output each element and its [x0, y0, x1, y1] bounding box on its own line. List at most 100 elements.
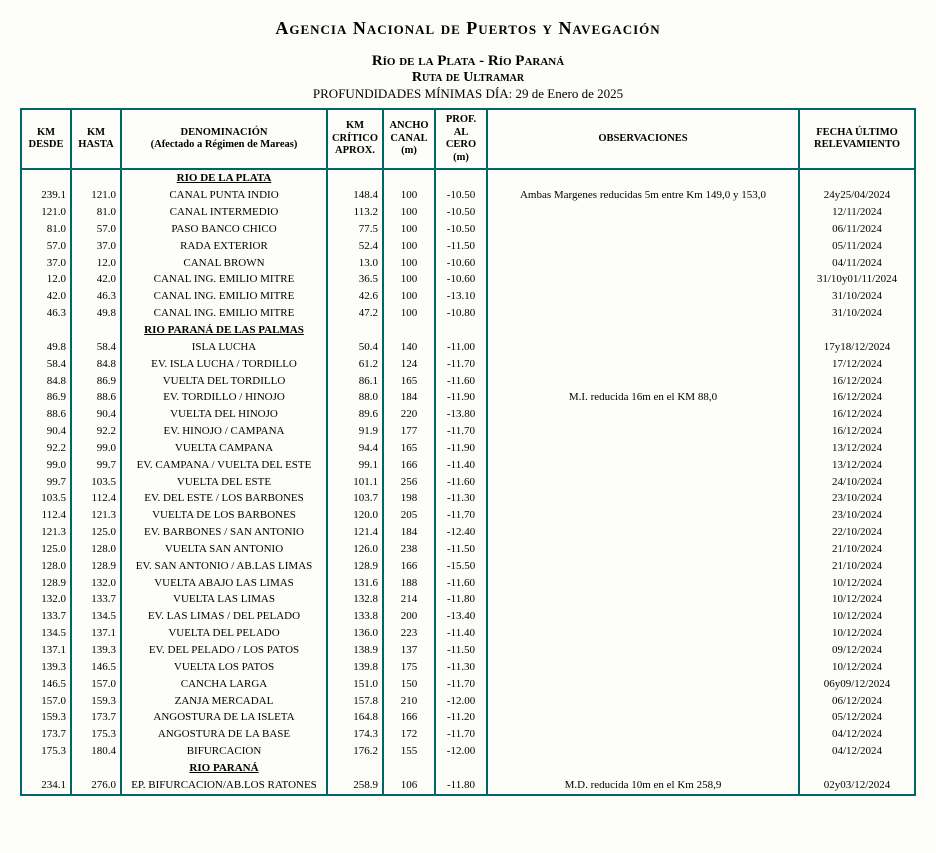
cell-km-hasta: 133.7	[71, 591, 121, 608]
cell-prof: -11.90	[435, 389, 487, 406]
cell-km-desde: 175.3	[21, 743, 71, 760]
cell-km-crit: 151.0	[327, 676, 383, 693]
cell-km-hasta: 121.0	[71, 187, 121, 204]
cell-km-hasta: 121.3	[71, 507, 121, 524]
date-line: PROFUNDIDADES MÍNIMAS DÍA: 29 de Enero d…	[20, 86, 916, 102]
cell-km-crit: 52.4	[327, 238, 383, 255]
cell-ancho: 166	[383, 558, 435, 575]
section-title: RIO PARANÁ DE LAS PALMAS	[121, 322, 327, 339]
cell-fecha: 10/12/2024	[799, 625, 915, 642]
cell-denom: EV. BARBONES / SAN ANTONIO	[121, 524, 327, 541]
cell-denom: CANAL ING. EMILIO MITRE	[121, 305, 327, 322]
cell-obs	[487, 541, 799, 558]
cell-km-hasta: 86.9	[71, 373, 121, 390]
cell-obs	[487, 693, 799, 710]
cell-km-desde: 103.5	[21, 490, 71, 507]
cell-fecha: 23/10/2024	[799, 507, 915, 524]
cell-obs	[487, 575, 799, 592]
cell-km-crit: 86.1	[327, 373, 383, 390]
cell-km-hasta: 137.1	[71, 625, 121, 642]
cell-denom: EV. CAMPANA / VUELTA DEL ESTE	[121, 457, 327, 474]
cell-obs	[487, 288, 799, 305]
cell-km-desde: 99.7	[21, 474, 71, 491]
cell-fecha: 05/11/2024	[799, 238, 915, 255]
table-row: 137.1139.3EV. DEL PELADO / LOS PATOS138.…	[21, 642, 915, 659]
cell-km-desde: 92.2	[21, 440, 71, 457]
table-row: 81.057.0PASO BANCO CHICO77.5100-10.5006/…	[21, 221, 915, 238]
table-row: 90.492.2EV. HINOJO / CAMPANA91.9177-11.7…	[21, 423, 915, 440]
cell-km-crit: 121.4	[327, 524, 383, 541]
cell-denom: EV. DEL ESTE / LOS BARBONES	[121, 490, 327, 507]
cell-km-desde: 133.7	[21, 608, 71, 625]
cell-ancho	[383, 322, 435, 339]
cell-fecha: 21/10/2024	[799, 541, 915, 558]
col-fecha: FECHA ÚLTIMORELEVAMIENTO	[799, 109, 915, 169]
table-header: KM DESDE KM HASTA DENOMINACIÓN(Afectado …	[21, 109, 915, 169]
cell-obs	[487, 339, 799, 356]
cell-obs	[487, 457, 799, 474]
cell-km-desde: 58.4	[21, 356, 71, 373]
cell-km-hasta: 173.7	[71, 709, 121, 726]
cell-obs: M.D. reducida 10m en el Km 258,9	[487, 777, 799, 795]
cell-denom: CANCHA LARGA	[121, 676, 327, 693]
cell-prof: -11.50	[435, 642, 487, 659]
cell-km-crit: 88.0	[327, 389, 383, 406]
cell-km-desde: 37.0	[21, 255, 71, 272]
cell-denom: CANAL INTERMEDIO	[121, 204, 327, 221]
cell-ancho: 165	[383, 440, 435, 457]
cell-prof: -13.10	[435, 288, 487, 305]
cell-km-hasta: 139.3	[71, 642, 121, 659]
cell-ancho: 100	[383, 255, 435, 272]
cell-denom: EV. ISLA LUCHA / TORDILLO	[121, 356, 327, 373]
cell-obs	[487, 322, 799, 339]
depths-table: KM DESDE KM HASTA DENOMINACIÓN(Afectado …	[20, 108, 916, 796]
cell-ancho: 184	[383, 389, 435, 406]
table-row: 99.7103.5VUELTA DEL ESTE101.1256-11.6024…	[21, 474, 915, 491]
cell-km-crit	[327, 169, 383, 187]
cell-km-desde: 132.0	[21, 591, 71, 608]
cell-denom: RADA EXTERIOR	[121, 238, 327, 255]
cell-prof: -11.70	[435, 726, 487, 743]
cell-ancho: 210	[383, 693, 435, 710]
cell-prof: -11.40	[435, 457, 487, 474]
cell-km-desde: 81.0	[21, 221, 71, 238]
cell-obs	[487, 608, 799, 625]
cell-denom: CANAL PUNTA INDIO	[121, 187, 327, 204]
cell-km-hasta: 37.0	[71, 238, 121, 255]
cell-prof: -15.50	[435, 558, 487, 575]
cell-denom: VUELTA DEL ESTE	[121, 474, 327, 491]
cell-fecha: 12/11/2024	[799, 204, 915, 221]
cell-km-hasta: 46.3	[71, 288, 121, 305]
cell-km-hasta: 132.0	[71, 575, 121, 592]
cell-km-hasta: 81.0	[71, 204, 121, 221]
cell-obs	[487, 474, 799, 491]
cell-km-crit: 258.9	[327, 777, 383, 795]
cell-km-hasta	[71, 169, 121, 187]
cell-km-desde: 121.0	[21, 204, 71, 221]
cell-obs	[487, 558, 799, 575]
cell-prof: -11.60	[435, 373, 487, 390]
cell-fecha: 09/12/2024	[799, 642, 915, 659]
cell-km-hasta: 180.4	[71, 743, 121, 760]
cell-km-hasta: 159.3	[71, 693, 121, 710]
cell-km-desde: 86.9	[21, 389, 71, 406]
cell-km-desde: 239.1	[21, 187, 71, 204]
col-denom: DENOMINACIÓN(Afectado a Régimen de Marea…	[121, 109, 327, 169]
cell-km-hasta: 92.2	[71, 423, 121, 440]
cell-km-hasta: 99.7	[71, 457, 121, 474]
cell-fecha: 04/12/2024	[799, 726, 915, 743]
cell-km-desde: 88.6	[21, 406, 71, 423]
cell-ancho	[383, 760, 435, 777]
cell-denom: EV. LAS LIMAS / DEL PELADO	[121, 608, 327, 625]
cell-obs	[487, 255, 799, 272]
cell-ancho: 140	[383, 339, 435, 356]
table-row: 37.012.0CANAL BROWN13.0100-10.6004/11/20…	[21, 255, 915, 272]
cell-km-desde: 57.0	[21, 238, 71, 255]
cell-denom: EV. TORDILLO / HINOJO	[121, 389, 327, 406]
cell-prof: -11.80	[435, 591, 487, 608]
cell-km-desde: 157.0	[21, 693, 71, 710]
cell-prof	[435, 169, 487, 187]
cell-ancho: 100	[383, 221, 435, 238]
cell-prof: -11.50	[435, 541, 487, 558]
cell-ancho: 100	[383, 238, 435, 255]
